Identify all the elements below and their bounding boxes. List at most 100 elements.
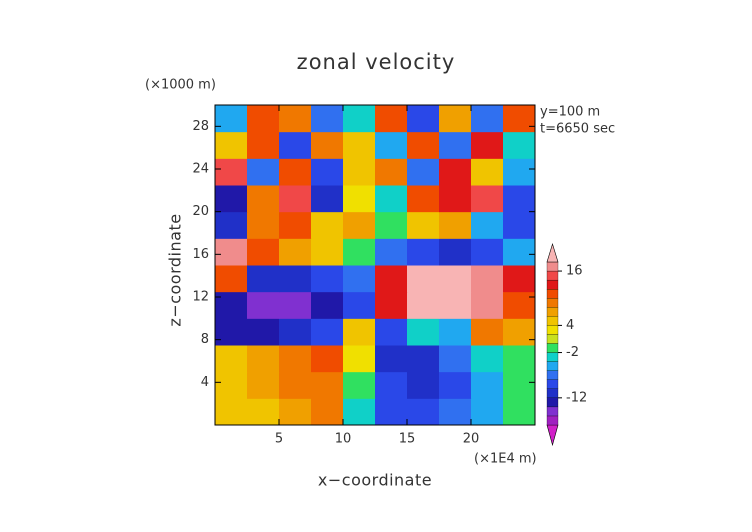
contour-cell <box>471 318 504 346</box>
contour-cell <box>471 105 504 133</box>
contour-cell <box>503 158 536 186</box>
contour-cell <box>311 265 344 293</box>
contour-cell <box>439 265 472 293</box>
x-axis-label: x−coordinate <box>318 471 432 490</box>
contour-cell <box>471 131 504 159</box>
contour-cell <box>311 238 344 266</box>
contour-cell <box>343 238 376 266</box>
colorbar-bin <box>546 334 559 344</box>
x-unit: (×1E4 m) <box>474 452 537 467</box>
contour-cell <box>439 238 472 266</box>
colorbar-bin <box>546 415 559 426</box>
contour-cell <box>215 211 248 239</box>
contour-cell <box>215 265 248 293</box>
contour-cell <box>471 291 504 319</box>
contour-cell <box>247 291 280 319</box>
plot-frame <box>214 104 536 426</box>
colorbar-tick-label: 16 <box>566 264 583 279</box>
colorbar-bin <box>546 316 559 326</box>
contour-cell <box>279 398 312 426</box>
contour-cell <box>503 238 536 266</box>
contour-cell <box>343 265 376 293</box>
contour-cell <box>407 131 440 159</box>
annotation: t=6650 sec <box>540 122 615 137</box>
contour-cell <box>343 291 376 319</box>
contour-cell <box>471 211 504 239</box>
contour-cell <box>503 185 536 213</box>
contour-cell <box>503 345 536 373</box>
contour-cell <box>343 211 376 239</box>
contour-cell <box>215 105 248 133</box>
contour-cell <box>407 291 440 319</box>
contour-cell <box>471 265 504 293</box>
contour-cell <box>247 398 280 426</box>
contour-cell <box>375 158 408 186</box>
contour-cell <box>311 318 344 346</box>
contour-cell <box>471 238 504 266</box>
contour-cell <box>471 371 504 399</box>
contour-cell <box>279 105 312 133</box>
contour-cell <box>375 398 408 426</box>
contour-cell <box>247 211 280 239</box>
colorbar-bin <box>546 325 559 335</box>
contour-cell <box>343 105 376 133</box>
contour-cell <box>279 211 312 239</box>
contour-cell <box>375 211 408 239</box>
contour-cell <box>407 371 440 399</box>
contour-cell <box>279 158 312 186</box>
y-axis-label: z−coordinate <box>166 213 185 326</box>
colorbar-bin <box>546 397 559 408</box>
y-tick-label: 16 <box>192 247 209 262</box>
contour-cell <box>343 345 376 373</box>
colorbar-bin <box>546 352 559 362</box>
contour-cell <box>311 211 344 239</box>
contour-cell <box>407 185 440 213</box>
contour-cell <box>439 291 472 319</box>
contour-cell <box>311 158 344 186</box>
colorbar-bin <box>546 370 559 380</box>
colorbar-bin <box>546 279 559 290</box>
contour-cell <box>375 318 408 346</box>
contour-cell <box>375 371 408 399</box>
colorbar-bin <box>546 270 559 281</box>
colorbar-bin <box>546 298 559 308</box>
y-tick-label: 4 <box>201 375 209 390</box>
contour-cell <box>375 185 408 213</box>
contour-cell <box>439 131 472 159</box>
colorbar-end <box>546 424 559 447</box>
contour-cell <box>215 131 248 159</box>
colorbar-bin <box>546 406 559 417</box>
annotation: y=100 m <box>540 105 600 120</box>
contour-cell <box>503 265 536 293</box>
contour-cell <box>439 318 472 346</box>
contour-cell <box>215 158 248 186</box>
contour-cell <box>503 371 536 399</box>
contour-cell <box>471 345 504 373</box>
y-tick-label: 28 <box>192 119 209 134</box>
colorbar-bin <box>546 261 559 272</box>
contour-cell <box>343 158 376 186</box>
contour-cell <box>407 238 440 266</box>
contour-cell <box>503 318 536 346</box>
contour-cell <box>407 158 440 186</box>
contour-cell <box>375 291 408 319</box>
chart-title: zonal velocity <box>297 50 456 74</box>
contour-cell <box>343 398 376 426</box>
y-tick-label: 24 <box>192 162 209 177</box>
contour-cell <box>439 105 472 133</box>
contour-cell <box>279 131 312 159</box>
contour-cell <box>247 265 280 293</box>
contour-cell <box>311 345 344 373</box>
contour-cell <box>215 398 248 426</box>
contour-cell <box>215 371 248 399</box>
contour-cell <box>343 131 376 159</box>
contour-cell <box>439 371 472 399</box>
contour-cell <box>279 291 312 319</box>
contour-cell <box>279 318 312 346</box>
colorbar-bin <box>546 361 559 371</box>
y-unit: (×1000 m) <box>145 78 216 93</box>
x-tick-label: 20 <box>463 432 480 447</box>
contour-cell <box>311 398 344 426</box>
contour-cell <box>407 398 440 426</box>
